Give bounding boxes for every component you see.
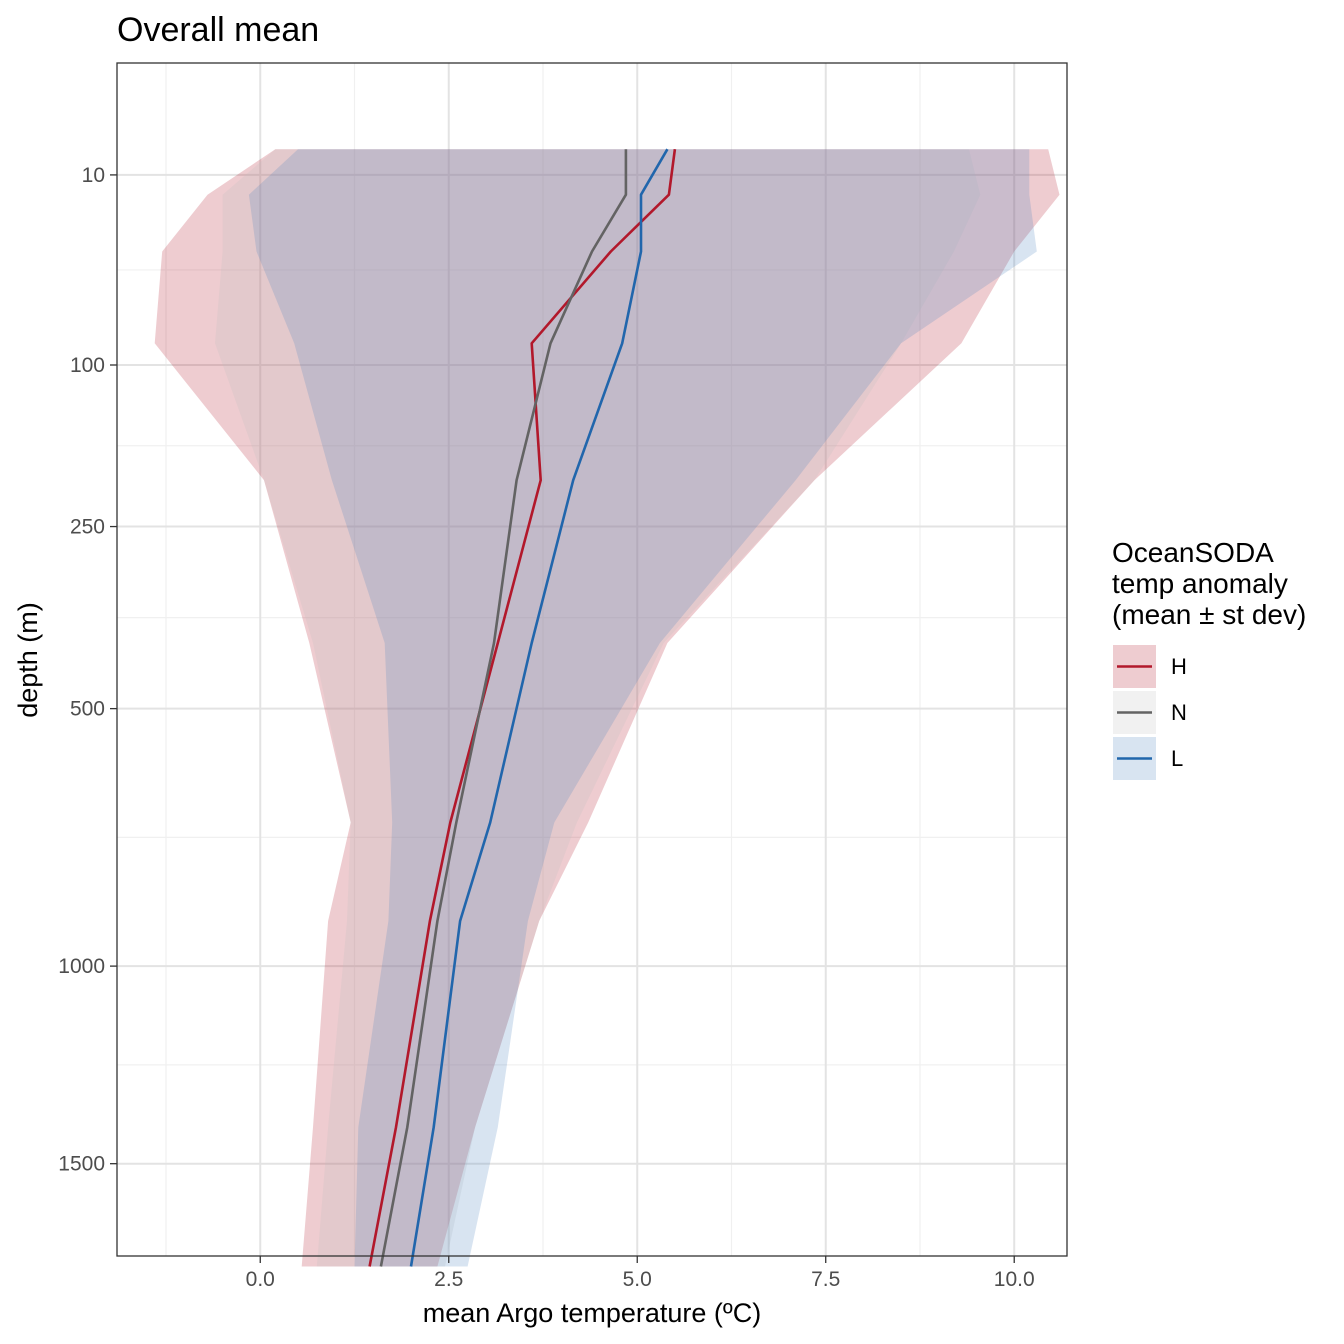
ribbon-H bbox=[154, 149, 1060, 1267]
y-tick-label: 1500 bbox=[58, 1153, 105, 1176]
ribbon-N bbox=[215, 149, 981, 1267]
gridlines bbox=[117, 63, 1067, 1256]
legend-title-line: (mean ± st dev) bbox=[1112, 599, 1306, 630]
y-tick-label: 500 bbox=[70, 698, 105, 721]
y-tick-label: 10 bbox=[82, 164, 105, 187]
y-tick-label: 1000 bbox=[58, 955, 105, 978]
legend-title-line: OceanSODA bbox=[1112, 537, 1274, 568]
x-tick-label: 10.0 bbox=[994, 1268, 1035, 1291]
chart-title: Overall mean bbox=[117, 11, 319, 49]
x-tick-label: 2.5 bbox=[434, 1268, 463, 1291]
legend-label-H: H bbox=[1171, 654, 1187, 679]
ribbons bbox=[154, 149, 1060, 1267]
mean-line-L bbox=[409, 148, 669, 1267]
legend-label-N: N bbox=[1171, 700, 1187, 725]
y-axis-title: depth (m) bbox=[13, 602, 43, 718]
plot-panel bbox=[117, 63, 1067, 1256]
y-tick-label: 250 bbox=[70, 516, 105, 539]
legend-title-line: temp anomaly bbox=[1112, 568, 1288, 599]
mean-line-N bbox=[379, 149, 628, 1267]
x-axis: 0.0 2.5 5.0 7.5 10.0 bbox=[246, 1256, 1035, 1291]
x-tick-label: 0.0 bbox=[246, 1268, 275, 1291]
y-tick-label: 100 bbox=[70, 354, 105, 377]
x-tick-label: 5.0 bbox=[623, 1268, 652, 1291]
y-axis: 10 100 250 500 1000 1500 bbox=[58, 164, 117, 1176]
mean-lines bbox=[368, 148, 677, 1267]
ribbon-L bbox=[248, 149, 1037, 1267]
x-axis-title: mean Argo temperature (ºC) bbox=[423, 1298, 762, 1328]
x-tick-label: 7.5 bbox=[811, 1268, 840, 1291]
legend-label-L: L bbox=[1171, 746, 1183, 771]
plot-border bbox=[116, 62, 1068, 1257]
